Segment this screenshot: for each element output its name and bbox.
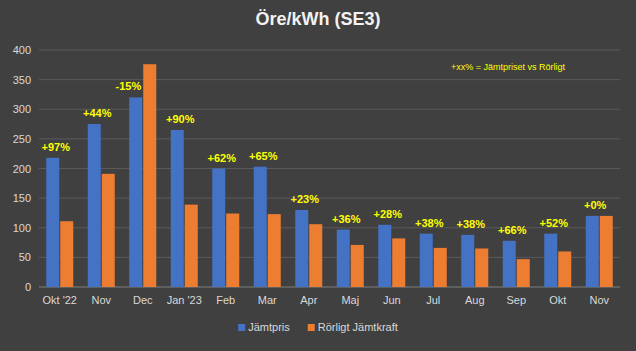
x-tick-label: Jun: [383, 294, 401, 306]
legend: Jämtpris Rörligt Jämtkraft: [238, 321, 398, 333]
legend-label: Jämtpris: [248, 321, 290, 333]
bar: [600, 216, 613, 287]
x-tick-label: Maj: [341, 294, 359, 306]
background: [0, 0, 636, 351]
annotation: +97%: [42, 141, 71, 153]
annotation: +90%: [166, 113, 195, 125]
legend-swatch: [308, 324, 315, 331]
annotation: +62%: [208, 152, 237, 164]
bar: [185, 205, 198, 287]
grid-line: [39, 198, 620, 199]
y-tick-label: 250: [13, 133, 31, 145]
legend-swatch: [238, 324, 245, 331]
x-tick-label: Okt: [549, 294, 566, 306]
bar: [558, 251, 571, 287]
legend-item: Rörligt Jämtkraft: [308, 321, 398, 333]
bar: [392, 238, 405, 287]
bar: [102, 174, 115, 287]
y-tick-label: 300: [13, 103, 31, 115]
grid-line: [39, 227, 620, 228]
y-tick-label: 350: [13, 74, 31, 86]
bar: [226, 214, 239, 287]
bar: [544, 234, 557, 287]
bar: [129, 97, 142, 287]
bar: [295, 210, 308, 287]
bar: [88, 124, 101, 287]
y-tick-label: 400: [13, 44, 31, 56]
bar: [517, 259, 530, 287]
annotation: +0%: [584, 199, 607, 211]
bar: [309, 224, 322, 287]
annotation: +28%: [374, 208, 403, 220]
annotation: +36%: [332, 213, 361, 225]
note: +xx% = Jämtpriset vs Rörligt: [451, 62, 566, 72]
y-axis: [39, 50, 40, 287]
grid-line: [39, 109, 620, 110]
grid-line: [39, 257, 620, 258]
x-tick-label: Nov: [589, 294, 609, 306]
bar: [46, 158, 59, 287]
bar: [475, 248, 488, 287]
bar: [268, 214, 281, 287]
x-tick-label: Jul: [426, 294, 440, 306]
annotation: +44%: [83, 107, 112, 119]
legend-label: Rörligt Jämtkraft: [318, 321, 398, 333]
bar: [378, 225, 391, 287]
x-tick-label: Sep: [506, 294, 526, 306]
bar: [586, 216, 599, 287]
bar: [503, 241, 516, 287]
x-tick-label: Aug: [465, 294, 485, 306]
grid-line: [39, 168, 620, 169]
annotation: +38%: [415, 217, 444, 229]
y-tick-label: 200: [13, 163, 31, 175]
bar: [337, 230, 350, 287]
y-tick-label: 50: [19, 251, 31, 263]
x-tick-label: Dec: [133, 294, 153, 306]
grid-line: [39, 50, 620, 51]
annotation: -15%: [116, 80, 142, 92]
bar: [434, 248, 447, 287]
grid-line: [39, 287, 620, 288]
x-tick-label: Okt '22: [42, 294, 77, 306]
bar: [420, 234, 433, 287]
bar: [143, 64, 156, 287]
bar: [212, 169, 225, 288]
annotation: +38%: [457, 218, 486, 230]
chart: Öre/kWh (SE3) 0 50 100 150 200 250 300 350 400 Okt…: [0, 0, 636, 351]
title: Öre/kWh (SE3): [255, 9, 380, 29]
bar: [351, 245, 364, 287]
y-tick-label: 150: [13, 192, 31, 204]
y-tick-label: 100: [13, 222, 31, 234]
annotation: +52%: [540, 217, 569, 229]
x-tick-label: Nov: [91, 294, 111, 306]
x-tick-label: Feb: [216, 294, 235, 306]
bar: [254, 167, 267, 287]
x-tick-label: Mar: [258, 294, 277, 306]
bar: [60, 221, 73, 287]
annotation: +66%: [498, 224, 527, 236]
legend-item: Jämtpris: [238, 321, 290, 333]
annotation: +65%: [249, 150, 278, 162]
x-tick-label: Jan '23: [167, 294, 202, 306]
bars: [46, 64, 613, 287]
annotation: +23%: [291, 193, 320, 205]
y-tick-label: 0: [25, 281, 31, 293]
bar: [171, 130, 184, 287]
x-tick-label: Apr: [300, 294, 317, 306]
grid-line: [39, 138, 620, 139]
bar: [461, 235, 474, 287]
